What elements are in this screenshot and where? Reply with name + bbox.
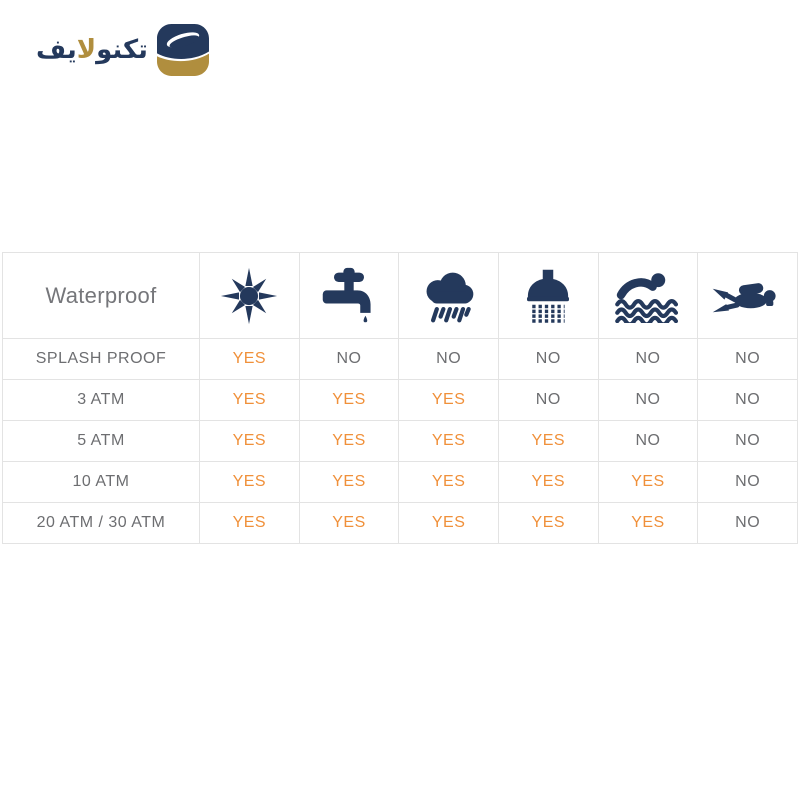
row-label: 20 ATM / 30 ATM	[2, 502, 200, 544]
cell-value: NO	[697, 502, 798, 544]
row-label: 3 ATM	[2, 379, 200, 421]
cell-value: YES	[298, 502, 400, 544]
column-header-faucet-icon	[298, 252, 400, 339]
cell-value: NO	[497, 338, 599, 380]
column-header-scuba-diver-icon	[697, 252, 798, 339]
column-header-swimmer-icon	[597, 252, 699, 339]
logo-text-segment: تكنو	[96, 35, 148, 65]
column-header-shower-icon	[497, 252, 599, 339]
cell-value: YES	[597, 502, 699, 544]
cell-value: YES	[298, 420, 400, 462]
cell-value: YES	[398, 502, 499, 544]
technolife-logo: تكنولايف	[36, 24, 209, 76]
column-header-rain-cloud-icon	[398, 252, 499, 339]
rain-cloud-icon	[426, 272, 473, 322]
cell-value: NO	[697, 420, 798, 462]
table-row: 5 ATM YES YES YES YES NO NO	[2, 420, 798, 462]
cell-value: NO	[597, 379, 699, 421]
row-label: 5 ATM	[2, 420, 200, 462]
sun-icon	[221, 267, 278, 324]
cell-value: NO	[497, 379, 599, 421]
row-label: SPLASH PROOF	[2, 338, 200, 380]
scuba-diver-icon	[712, 282, 776, 312]
cell-value: YES	[199, 420, 300, 462]
table-title: Waterproof	[2, 252, 200, 339]
swimmer-icon	[615, 272, 678, 323]
column-header-sun-icon	[199, 252, 300, 339]
table-row: SPLASH PROOF YES NO NO NO NO NO	[2, 338, 798, 380]
cell-value: NO	[398, 338, 499, 380]
cell-value: YES	[199, 379, 300, 421]
cell-value: YES	[199, 461, 300, 503]
table-body: SPLASH PROOF YES NO NO NO NO NO 3 ATM YES YES YES N…	[2, 338, 798, 544]
cell-value: NO	[697, 338, 798, 380]
row-label: 10 ATM	[2, 461, 200, 503]
table-row: 10 ATM YES YES YES YES YES NO	[2, 461, 798, 503]
cell-value: NO	[697, 461, 798, 503]
logo-text-segment: يف	[36, 35, 77, 65]
faucet-icon	[322, 267, 371, 322]
table-row: 3 ATM YES YES YES NO NO NO	[2, 379, 798, 421]
cell-value: YES	[398, 420, 499, 462]
logo-text: تكنولايف	[36, 24, 148, 76]
cell-value: YES	[199, 338, 300, 380]
cell-value: NO	[597, 338, 699, 380]
technolife-logo-icon	[156, 24, 209, 76]
cell-value: YES	[298, 379, 400, 421]
cell-value: YES	[398, 379, 499, 421]
waterproof-table: Waterproof SPLASH PROOF YES NO NO NO NO NO 3 AT…	[2, 252, 798, 544]
cell-value: YES	[497, 420, 599, 462]
cell-value: YES	[497, 502, 599, 544]
cell-value: NO	[597, 420, 699, 462]
table-row: 20 ATM / 30 ATM YES YES YES YES YES NO	[2, 502, 798, 544]
header-row: Waterproof	[2, 252, 798, 339]
cell-value: YES	[298, 461, 400, 503]
cell-value: NO	[697, 379, 798, 421]
cell-value: YES	[199, 502, 300, 544]
logo-text-segment: لا	[76, 35, 97, 65]
cell-value: YES	[597, 461, 699, 503]
cell-value: YES	[497, 461, 599, 503]
cell-value: NO	[298, 338, 400, 380]
cell-value: YES	[398, 461, 499, 503]
shower-icon	[527, 269, 570, 323]
